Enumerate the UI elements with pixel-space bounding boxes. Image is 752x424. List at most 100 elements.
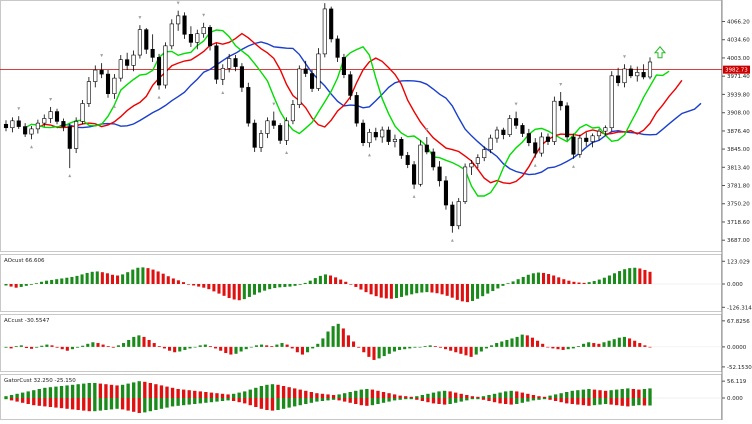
osc-bar — [571, 346, 575, 349]
fractal-up-arrow — [100, 54, 104, 58]
osc-bar-lower — [132, 398, 136, 412]
osc-bar — [469, 346, 473, 357]
osc-bar — [48, 387, 53, 398]
osc-bar-lower — [181, 398, 186, 406]
candle — [322, 8, 327, 55]
osc-bar — [331, 395, 336, 398]
price-tick-label: 4003.00 — [727, 56, 750, 62]
osc-tick-label: 0.000 — [727, 282, 743, 288]
candle — [125, 59, 130, 66]
osc-bar — [346, 335, 350, 347]
osc-bar — [487, 395, 491, 398]
osc-bar — [505, 339, 509, 347]
osc-bar — [170, 387, 175, 398]
osc-bar — [637, 389, 641, 398]
candle — [144, 29, 149, 50]
candle — [150, 48, 155, 58]
osc-bar — [311, 346, 315, 349]
fractal-down-arrow — [533, 163, 537, 167]
osc-bar-lower — [559, 398, 563, 403]
osc-bar — [381, 392, 386, 398]
osc-bar — [248, 389, 252, 398]
candle — [545, 136, 551, 142]
osc-bar — [365, 389, 369, 398]
osc-bar — [4, 346, 8, 348]
candle — [405, 155, 410, 165]
osc-bar — [298, 284, 302, 285]
osc-bar — [278, 284, 282, 288]
osc-bar — [45, 280, 49, 284]
osc-bar — [243, 391, 247, 398]
osc-bar — [592, 389, 597, 398]
osc-bar — [392, 394, 397, 398]
osc-bar — [561, 346, 565, 350]
osc-bar-lower — [454, 398, 458, 403]
candle — [539, 136, 544, 154]
osc-bar — [581, 389, 586, 398]
osc-bar — [372, 346, 376, 360]
osc-bar — [270, 384, 275, 398]
osc-bar-lower — [143, 398, 147, 413]
candle — [609, 75, 614, 129]
candle — [252, 122, 257, 148]
osc-bar — [283, 284, 287, 287]
osc-bar — [193, 390, 197, 398]
osc-bar-lower — [487, 398, 491, 401]
osc-bar — [445, 284, 449, 296]
osc-bar — [415, 396, 419, 398]
osc-bar-lower — [526, 398, 530, 402]
osc-bar — [354, 390, 358, 398]
ac-pane-frame — [0, 314, 722, 372]
osc-bar — [54, 386, 58, 398]
osc-bar — [222, 284, 226, 296]
candle — [233, 58, 238, 67]
candle — [86, 81, 91, 104]
candle — [571, 136, 576, 155]
candle — [265, 120, 270, 134]
osc-bar — [618, 271, 622, 284]
candle — [450, 204, 455, 227]
ao-pane-frame — [0, 254, 722, 312]
osc-bar — [552, 275, 556, 284]
osc-bar — [70, 276, 74, 284]
osc-bar — [612, 273, 617, 284]
osc-bar-lower — [70, 398, 75, 410]
osc-bar — [628, 338, 632, 347]
osc-bar — [315, 393, 319, 398]
fractal-down-arrow — [221, 91, 225, 95]
fractal-up-arrow — [559, 82, 563, 86]
candle — [463, 166, 468, 202]
candle — [29, 128, 34, 135]
osc-tick-label: 0.0000 — [727, 345, 747, 351]
osc-bar — [376, 390, 380, 398]
osc-bar — [536, 272, 540, 284]
osc-bar — [491, 284, 495, 292]
candle — [42, 118, 47, 124]
osc-bar-lower — [642, 398, 647, 406]
osc-bar — [26, 391, 30, 398]
osc-bar — [208, 346, 212, 347]
price-tick-label: 3845.00 — [727, 147, 750, 153]
osc-bar-lower — [537, 398, 541, 400]
osc-bar-lower — [104, 398, 108, 410]
osc-bar — [100, 272, 104, 284]
osc-bar — [336, 323, 340, 347]
osc-bar — [486, 284, 490, 294]
osc-bar — [525, 335, 529, 347]
candle — [67, 126, 72, 149]
osc-bar — [254, 387, 258, 398]
osc-bar — [387, 346, 391, 354]
osc-bar — [354, 284, 358, 287]
osc-bar — [633, 267, 637, 284]
candle — [552, 100, 557, 142]
candle — [647, 61, 653, 78]
osc-bar — [389, 284, 393, 299]
osc-bar — [515, 336, 519, 347]
osc-bar — [115, 385, 119, 398]
fractal-down-arrow — [412, 194, 416, 198]
osc-bar — [313, 278, 317, 284]
osc-bar — [318, 275, 322, 284]
osc-bar — [239, 346, 243, 352]
osc-bar-lower — [109, 398, 114, 410]
